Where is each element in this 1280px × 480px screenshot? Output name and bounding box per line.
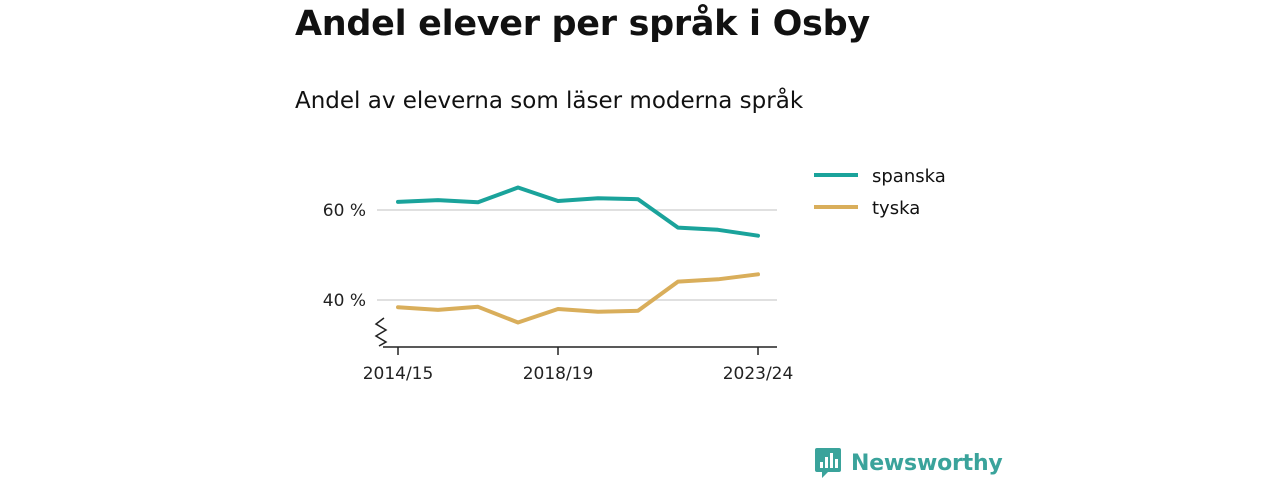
series-line-spanska	[396, 185, 760, 238]
brand-logo: Newsworthy	[814, 446, 1003, 480]
series-lines	[396, 185, 760, 325]
x-tick-label: 2023/24	[723, 364, 794, 384]
x-tick-label: 2014/15	[363, 364, 434, 384]
newsworthy-logo-icon	[815, 448, 841, 478]
y-tick-labels: 40 % 60 %	[323, 201, 366, 311]
legend-label-tyska: tyska	[872, 198, 920, 219]
y-tick-label-60: 60 %	[323, 201, 366, 221]
axes	[374, 317, 777, 348]
chart-subtitle: Andel av eleverna som läser moderna språ…	[295, 88, 804, 114]
series-line-tyska	[396, 272, 760, 325]
y-tick-label-40: 40 %	[323, 291, 366, 311]
x-tick-label: 2018/19	[523, 364, 594, 384]
gridlines	[377, 209, 777, 301]
brand-name: Newsworthy	[851, 450, 1003, 476]
page-title: Andel elever per språk i Osby	[295, 4, 870, 44]
legend-label-spanska: spanska	[872, 166, 946, 187]
axis-break-icon	[374, 317, 388, 347]
x-ticks: 2014/15 2018/19 2023/24	[363, 347, 794, 384]
legend: spanska tyska	[814, 166, 946, 219]
